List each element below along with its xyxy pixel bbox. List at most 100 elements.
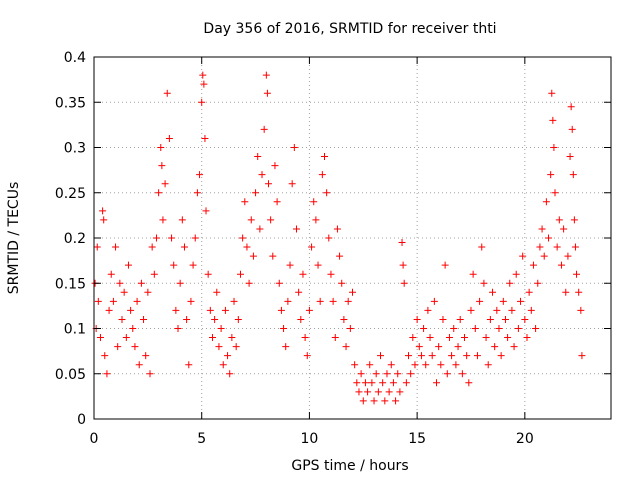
data-point [510,343,518,351]
data-point [189,261,197,269]
data-point [140,315,148,323]
data-point [129,325,137,332]
data-point [158,162,166,170]
data-point [532,325,540,332]
data-point [568,125,576,133]
data-point [234,315,242,323]
data-point [467,306,475,314]
data-point [295,288,303,296]
data-point [327,270,335,278]
data-point [445,334,453,342]
data-point [463,352,471,360]
data-point [150,270,158,278]
data-point [534,279,542,287]
data-point [230,297,238,305]
data-point [284,297,292,305]
data-point [174,325,182,332]
data-point [338,279,346,287]
data-point [249,252,257,260]
data-point [213,288,221,296]
data-point [131,343,139,351]
data-point [527,306,535,314]
data-point [355,388,363,396]
data-point [562,288,570,296]
data-point [364,388,372,396]
data-point [399,261,407,269]
data-point [361,379,369,387]
data-point [100,216,108,224]
data-point [506,279,514,287]
y-tick-label: 0.15 [55,276,86,292]
data-point [405,352,413,360]
x-tick-label: 5 [197,431,206,447]
data-point [163,89,171,97]
data-point [277,306,285,314]
data-point [103,370,111,378]
data-point [127,306,135,314]
data-point [417,352,425,360]
data-point [415,343,423,351]
data-point [383,370,391,378]
data-point [120,288,128,296]
data-point [480,279,488,287]
data-point [560,225,568,233]
data-point [482,334,490,342]
data-point [392,397,400,405]
data-point [185,361,193,369]
data-point [521,315,529,323]
data-point [385,388,393,396]
data-point [458,370,466,378]
data-point [495,325,503,332]
data-point [452,361,460,369]
data-point [508,306,516,314]
data-point [228,334,236,342]
data-point [398,239,406,247]
data-point [486,315,494,323]
data-point [426,334,434,342]
data-point [96,334,104,342]
data-point [198,98,206,106]
x-tick-label: 10 [301,431,319,447]
data-point [217,325,225,332]
data-point [551,189,559,197]
data-point [501,315,509,323]
data-point [124,261,132,269]
data-point [312,216,320,224]
data-point [331,334,339,342]
data-point [536,243,544,251]
data-point [424,306,432,314]
data-point [413,315,421,323]
data-point [374,388,382,396]
data-point [329,297,337,305]
data-point [101,352,109,360]
data-point [168,234,176,242]
data-point [491,343,499,351]
data-point [99,207,107,215]
data-point [157,144,165,151]
data-point [114,343,122,351]
data-point [258,171,266,179]
data-point [493,306,501,314]
data-point [499,297,507,305]
data-point [548,89,556,97]
x-axis-label: GPS time / hours [291,458,408,474]
data-point [215,343,223,351]
data-point [377,352,385,360]
data-point [571,243,579,251]
data-point [346,325,354,332]
data-point [232,343,240,351]
data-point [538,225,546,233]
data-point [206,306,214,314]
data-point [226,370,234,378]
data-point [353,379,361,387]
data-point [428,352,436,360]
data-point [155,189,163,197]
data-point [441,261,449,269]
data-point [504,334,512,342]
data-point [387,361,395,369]
y-tick-label: 0.4 [64,50,86,66]
data-point [269,252,277,260]
data-point [297,315,305,323]
data-points [91,71,586,405]
data-point [316,297,324,305]
